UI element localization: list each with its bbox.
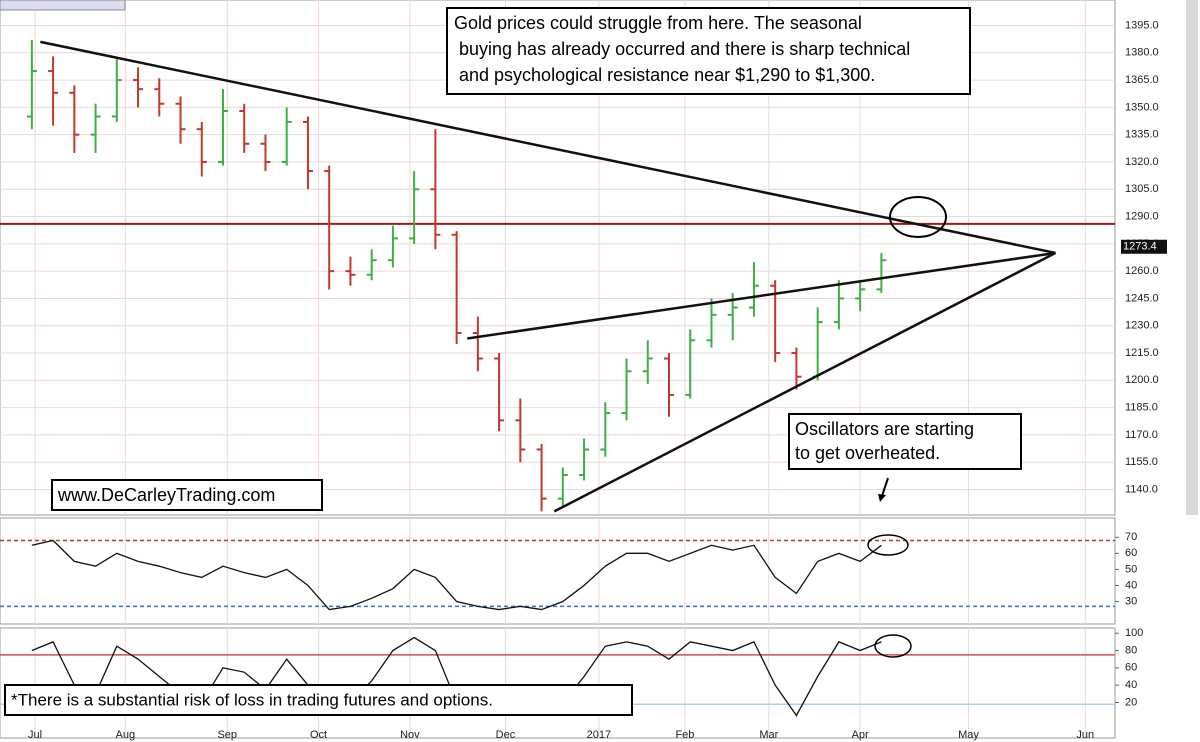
annotation-box [4,684,633,716]
x-tick-label: May [958,729,979,741]
y-tick-label: 1350.0 [1125,101,1159,113]
x-tick-label: Aug [116,729,136,741]
x-tick-label: Oct [310,729,327,741]
panel [0,517,1116,625]
y-tick-label: 70 [1125,531,1137,543]
annotation-box [51,479,323,511]
annotation-box [788,413,1022,470]
x-tick-label: Feb [675,729,694,741]
x-tick-label: Jun [1076,729,1094,741]
annotation: and psychological resistance near $1,290… [454,65,875,85]
last-price-tag [1121,239,1167,254]
y-tick-label: 1365.0 [1125,74,1159,86]
annotation: Gold prices could struggle from here. Th… [454,13,862,33]
trendline [467,251,1056,340]
trendline [553,251,1057,513]
y-tick-label: 1215.0 [1125,347,1159,359]
y-tick-label: 1395.0 [1125,19,1159,31]
x-tick-label: 2017 [587,729,611,741]
x-tick-label: Nov [400,729,420,741]
y-tick-label: 20 [1125,696,1137,708]
y-tick-label: 100 [1125,627,1143,639]
oscillator-line [31,539,882,611]
y-tick-label: 1245.0 [1125,292,1159,304]
y-tick-label: 1290.0 [1125,210,1159,222]
annotation: Oscillators are starting [795,419,974,439]
panel [0,627,1116,739]
y-tick-label: 40 [1125,679,1137,691]
y-tick-label: 1380.0 [1125,47,1159,59]
y-tick-label: 1260.0 [1125,265,1159,277]
annotation: to get overheated. [795,443,940,463]
arrow [881,477,889,497]
annotation: buying has already occurred and there is… [454,39,910,59]
y-tick-label: 1185.0 [1125,402,1158,414]
highlight-circle [889,196,947,238]
y-tick-label: 50 [1125,563,1137,575]
y-tick-label: 1335.0 [1125,129,1159,141]
arrow-head [878,494,886,502]
website: www.DeCarleyTrading.com [57,485,275,505]
highlight-circle [867,534,909,556]
scrollbar [1186,0,1198,515]
y-tick-label: 80 [1125,644,1137,656]
disclaimer: *There is a substantial risk of loss in … [11,690,493,709]
x-tick-label: Dec [496,729,516,741]
y-tick-label: 1170.0 [1125,429,1158,441]
y-tick-label: 1200.0 [1125,374,1159,386]
header-strip [0,0,126,11]
x-tick-label: Apr [852,729,869,741]
y-tick-label: 1140.0 [1125,483,1158,495]
y-tick-label: 60 [1125,662,1137,674]
x-tick-label: Jul [28,729,42,741]
y-tick-label: 1155.0 [1125,456,1158,468]
annotation-box [446,7,971,95]
y-tick-label: 1305.0 [1125,183,1159,195]
y-tick-label: 1320.0 [1125,156,1159,168]
y-tick-label: 60 [1125,547,1137,559]
x-tick-label: Mar [759,729,778,741]
x-tick-label: Sep [217,729,237,741]
y-tick-label: 30 [1125,595,1137,607]
trendline [40,40,1056,255]
y-tick-label: 1230.0 [1125,320,1159,332]
y-tick-label: 40 [1125,579,1137,591]
last-price-label: 1273.4 [1123,241,1157,253]
highlight-circle [874,634,912,658]
